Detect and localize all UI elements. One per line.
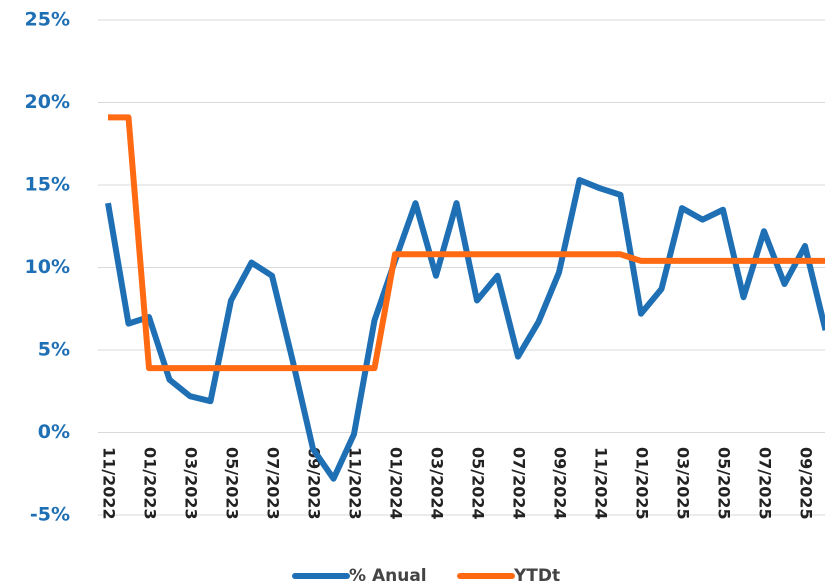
x-tick-label: 11/2024 bbox=[592, 447, 611, 520]
x-tick-label: 03/2024 bbox=[428, 447, 447, 520]
series-line bbox=[108, 114, 825, 372]
x-tick-label: 07/2025 bbox=[756, 447, 775, 520]
y-tick-label: 20% bbox=[25, 91, 70, 113]
x-tick-label: 09/2024 bbox=[551, 447, 570, 520]
legend-label: % Anual bbox=[349, 566, 427, 586]
y-tick-label: 25% bbox=[25, 9, 70, 31]
x-tick-label: 01/2024 bbox=[387, 447, 406, 520]
y-tick-label: 5% bbox=[38, 339, 70, 361]
x-tick-label: 03/2023 bbox=[182, 447, 201, 520]
x-tick-label: 01/2023 bbox=[141, 447, 160, 520]
y-tick-label: 15% bbox=[25, 174, 70, 196]
x-tick-label: 07/2024 bbox=[510, 447, 529, 520]
x-tick-label: 05/2025 bbox=[715, 447, 734, 520]
y-tick-label: 10% bbox=[25, 256, 70, 278]
x-tick-label: 11/2023 bbox=[346, 447, 365, 520]
x-tick-label: 05/2024 bbox=[469, 447, 488, 520]
legend-label: YTDt bbox=[513, 566, 560, 586]
x-tick-label: 03/2025 bbox=[674, 447, 693, 520]
x-tick-label: 11/2022 bbox=[100, 447, 119, 520]
x-tick-label: 09/2025 bbox=[797, 447, 816, 520]
x-tick-label: 01/2025 bbox=[633, 447, 652, 520]
x-tick-label: 09/2023 bbox=[305, 447, 324, 520]
y-tick-label: -5% bbox=[30, 504, 70, 526]
x-tick-label: 05/2023 bbox=[223, 447, 242, 520]
series-line bbox=[105, 177, 825, 482]
x-tick-label: 07/2023 bbox=[264, 447, 283, 520]
y-tick-label: 0% bbox=[38, 421, 70, 443]
